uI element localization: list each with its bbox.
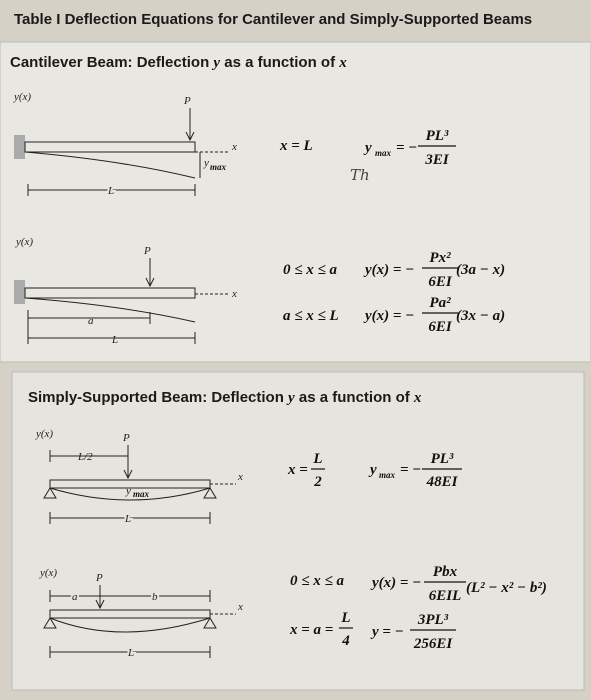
label: a	[88, 315, 94, 327]
numerator: Pa²	[429, 295, 451, 311]
condition: x =	[287, 462, 308, 478]
equation-tail: (3a − x)	[456, 262, 505, 278]
handwritten-note: Th	[350, 166, 370, 184]
diagram	[43, 585, 236, 658]
label: x	[237, 471, 243, 483]
label: a	[72, 591, 78, 603]
equation-tail: (L² − x² − b²)	[466, 580, 547, 596]
condition: x = L	[279, 138, 313, 154]
equation-lhs: y(x) = −	[363, 308, 414, 324]
numerator: PL³	[431, 451, 454, 467]
denominator: 48EI	[426, 474, 459, 490]
denominator: 2	[313, 474, 322, 490]
section-heading: Simply-Supported Beam: Deflection y as a…	[28, 389, 422, 406]
label: y(x)	[15, 236, 33, 248]
condition: 0 ≤ x ≤ a	[283, 262, 337, 278]
label: y(x)	[39, 567, 57, 579]
condition: x = a =	[289, 622, 333, 638]
shape	[123, 469, 133, 480]
denominator: 4	[341, 633, 350, 649]
title: Table I Deflection Equations for Cantile…	[14, 11, 532, 28]
shape	[49, 487, 211, 501]
equation-sign: = −	[396, 140, 417, 156]
numerator: L	[340, 610, 350, 626]
equation-lhs: max	[375, 148, 392, 158]
shape	[14, 280, 25, 304]
section-heading: Cantilever Beam: Deflection y as a funct…	[10, 54, 347, 71]
diagram	[14, 258, 230, 344]
text-part: y	[286, 390, 295, 406]
shape	[24, 151, 196, 179]
label: P	[95, 572, 103, 584]
denominator: 256EI	[413, 636, 454, 652]
diagram	[43, 445, 236, 524]
text-part: Simply-Supported Beam: Deflection	[28, 389, 288, 406]
label: max	[210, 162, 227, 172]
equation-lhs: y(x) = −	[363, 262, 414, 278]
simply-panel	[11, 371, 585, 691]
equation-tail: (3x − a)	[456, 308, 505, 324]
label: y(x)	[13, 91, 31, 103]
equation-lhs: max	[379, 470, 396, 480]
shape	[95, 599, 105, 610]
label: y	[203, 157, 209, 169]
shape	[24, 141, 196, 153]
label: L	[111, 334, 118, 346]
label: L	[107, 185, 114, 197]
cantilever-panel	[0, 41, 591, 363]
label: P	[143, 245, 151, 257]
equation-lhs: y(x) = −	[370, 575, 421, 591]
numerator: 3PL³	[417, 612, 449, 628]
equation-row: 0 ≤ x ≤ a y(x) = − Px² 6EI (3a − x)	[283, 250, 505, 290]
shape	[145, 277, 155, 288]
label: x	[231, 288, 237, 300]
label: L	[127, 647, 134, 659]
label: y(x)	[35, 428, 53, 440]
text-part: as a function of	[220, 54, 339, 71]
equation-lhs: y	[368, 462, 377, 478]
text-part: x	[338, 55, 347, 71]
equation-row: a ≤ x ≤ L y(x) = − Pa² 6EI (3x − a)	[283, 295, 505, 335]
label: y	[125, 485, 131, 497]
label: x	[231, 141, 237, 153]
shape	[43, 617, 217, 629]
shape	[185, 131, 195, 142]
label: L	[124, 513, 131, 525]
shape	[24, 297, 196, 323]
numerator: PL³	[426, 128, 449, 144]
label: b	[152, 591, 158, 603]
shape	[14, 135, 25, 159]
denominator: 6EI	[428, 274, 453, 290]
label: x	[237, 601, 243, 613]
condition: 0 ≤ x ≤ a	[290, 573, 344, 589]
shape	[24, 287, 196, 299]
numerator: Pbx	[433, 564, 458, 580]
equation-lhs: y	[363, 140, 372, 156]
text-part: y	[211, 55, 220, 71]
diagram	[14, 108, 230, 196]
text-part: Cantilever Beam: Deflection	[10, 54, 213, 71]
shape	[43, 487, 217, 499]
label: P	[183, 95, 191, 107]
shape	[49, 617, 211, 633]
text-part: x	[413, 390, 422, 406]
label: max	[133, 489, 150, 499]
denominator: 3EI	[424, 152, 450, 168]
label: L/2	[77, 451, 93, 463]
condition: a ≤ x ≤ L	[283, 308, 339, 324]
denominator: 6EIL	[429, 588, 462, 604]
equation-sign: = −	[400, 462, 421, 478]
numerator: Px²	[429, 250, 451, 266]
label: P	[122, 432, 130, 444]
text-part: as a function of	[295, 389, 414, 406]
denominator: 6EI	[428, 319, 453, 335]
equation-lhs: y = −	[370, 624, 404, 640]
numerator: L	[312, 451, 322, 467]
